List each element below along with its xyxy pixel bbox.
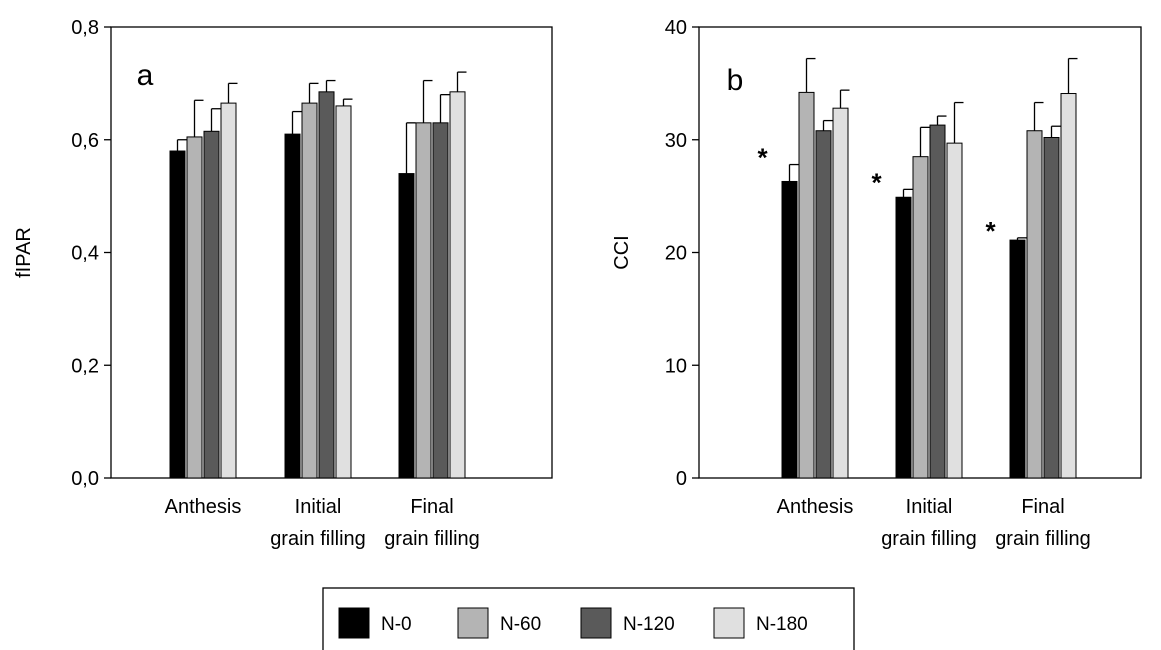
bar: [781, 180, 798, 479]
y-tick-label: 10: [665, 355, 687, 377]
bar: [398, 173, 415, 479]
x-tick-label: Anthesis: [777, 496, 854, 518]
y-tick-label: 40: [665, 17, 687, 39]
y-tick-label: 0,0: [71, 468, 99, 490]
y-tick-label: 0: [676, 468, 687, 490]
x-tick-label: Initial: [906, 496, 953, 518]
bar: [284, 133, 301, 479]
x-tick-label: grain filling: [270, 528, 366, 550]
bar: [1060, 93, 1077, 479]
legend: N-0 N-60 N-120 N-180: [322, 587, 855, 650]
y-tick-label: 0,8: [71, 17, 99, 39]
x-tick-label: Final: [1021, 496, 1064, 518]
y-tick-label: 30: [665, 130, 687, 152]
bar: [301, 102, 318, 479]
x-tick-label: Initial: [295, 496, 342, 518]
bar: [220, 102, 237, 479]
bar: [946, 142, 963, 479]
legend-label: N-0: [381, 614, 412, 635]
legend-swatch: [457, 607, 489, 639]
significance-star: *: [871, 167, 882, 197]
y-tick-label: 0,6: [71, 130, 99, 152]
x-tick-label: Final: [410, 496, 453, 518]
chart-panel-a: 0,0 0,2 0,4 0,6 0,8 fIPAR a Anthesis Initial grai…: [13, 17, 553, 550]
panel-label: a: [137, 59, 154, 92]
bar: [449, 91, 466, 479]
x-tick-label: grain filling: [995, 528, 1091, 550]
bar: [432, 122, 449, 479]
y-tick-label: 0,2: [71, 355, 99, 377]
legend-swatch: [338, 607, 370, 639]
bar: [798, 91, 815, 479]
bar: [895, 196, 912, 479]
legend-swatch: [580, 607, 612, 639]
bar: [169, 150, 186, 479]
y-axis-title: fIPAR: [13, 227, 35, 278]
y-tick-label: 20: [665, 243, 687, 265]
bar: [186, 136, 203, 479]
x-tick-label: grain filling: [881, 528, 977, 550]
bar: [318, 91, 335, 479]
legend-label: N-180: [756, 614, 808, 635]
legend-label: N-60: [500, 614, 541, 635]
significance-star: *: [985, 216, 996, 246]
bar: [335, 105, 352, 479]
bar: [415, 122, 432, 479]
significance-star: *: [757, 143, 768, 173]
bar: [832, 107, 849, 479]
bar: [1009, 239, 1026, 479]
bar: [1026, 130, 1043, 479]
y-tick-label: 0,4: [71, 243, 99, 265]
legend-box: [322, 587, 855, 650]
bar: [912, 156, 929, 479]
panel-label: b: [727, 64, 744, 97]
bar: [1043, 136, 1060, 479]
bar: [929, 124, 946, 479]
bar: [815, 130, 832, 479]
y-axis-title: CCI: [611, 235, 633, 269]
chart-panel-b: 0 10 20 30 40 CCI b Anthesis Initial grain fillin…: [611, 17, 1142, 550]
x-tick-label: grain filling: [384, 528, 480, 550]
legend-swatch: [713, 607, 745, 639]
bar: [203, 130, 220, 479]
legend-label: N-120: [623, 614, 675, 635]
x-tick-label: Anthesis: [165, 496, 242, 518]
